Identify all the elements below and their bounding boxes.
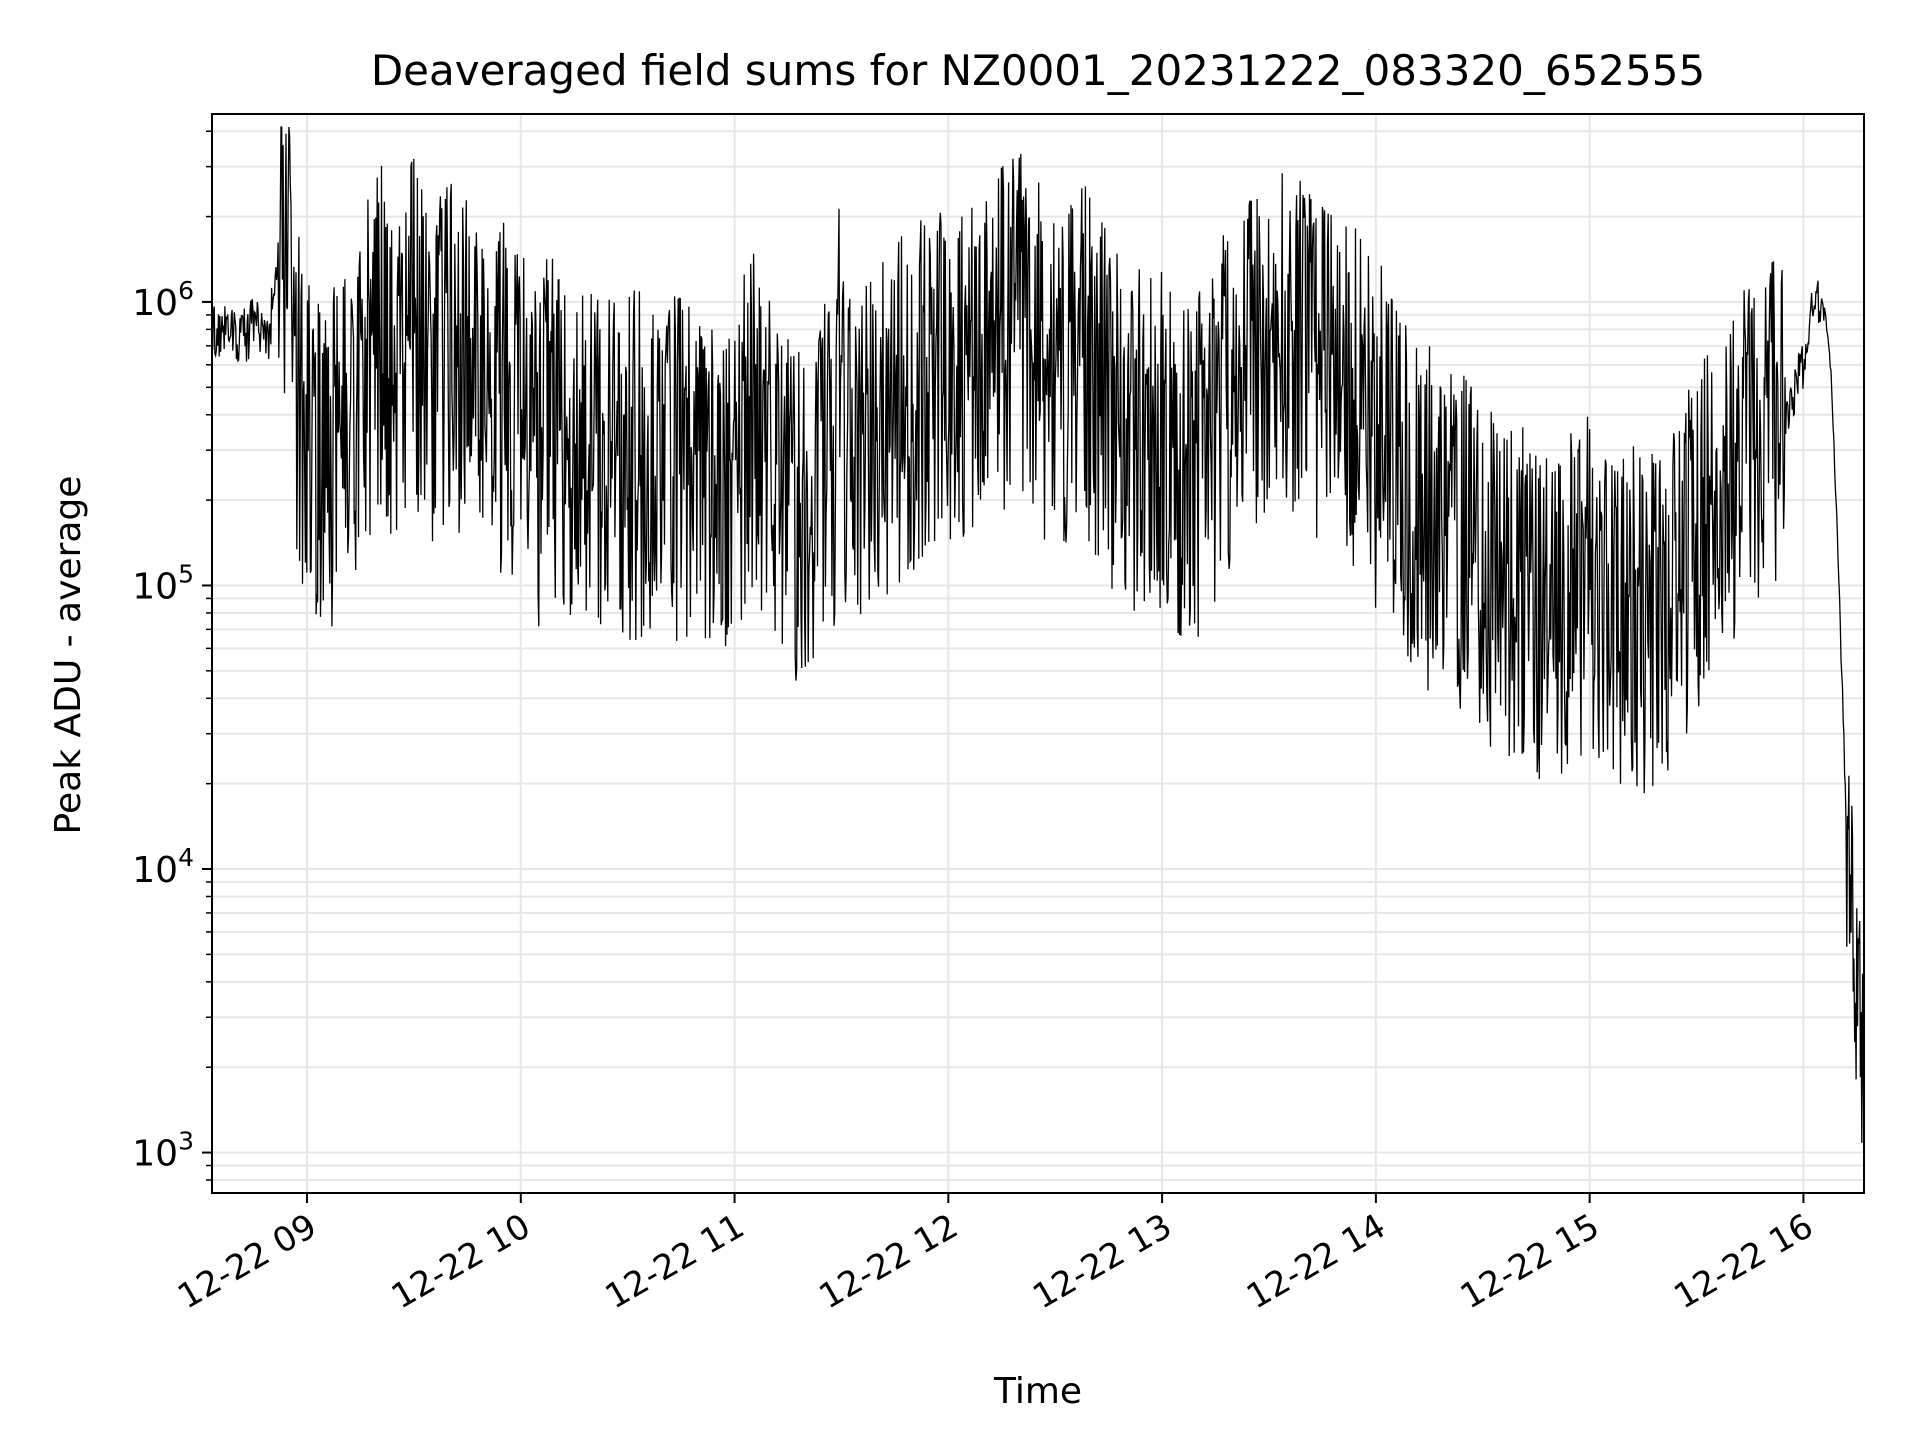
y-tick-label: 104 bbox=[132, 843, 194, 891]
series-layer bbox=[212, 126, 1864, 1171]
y-tick-label: 103 bbox=[132, 1127, 194, 1175]
plot-frame bbox=[211, 113, 1865, 1194]
series-line bbox=[212, 126, 1864, 1171]
y-axis-label: Peak ADU - average bbox=[48, 476, 89, 835]
chart-title: Deaveraged field sums for NZ0001_2023122… bbox=[371, 46, 1705, 95]
y-tick-label: 106 bbox=[132, 276, 194, 324]
y-tick-label: 105 bbox=[132, 559, 194, 607]
x-axis-label: Time bbox=[993, 1371, 1082, 1412]
